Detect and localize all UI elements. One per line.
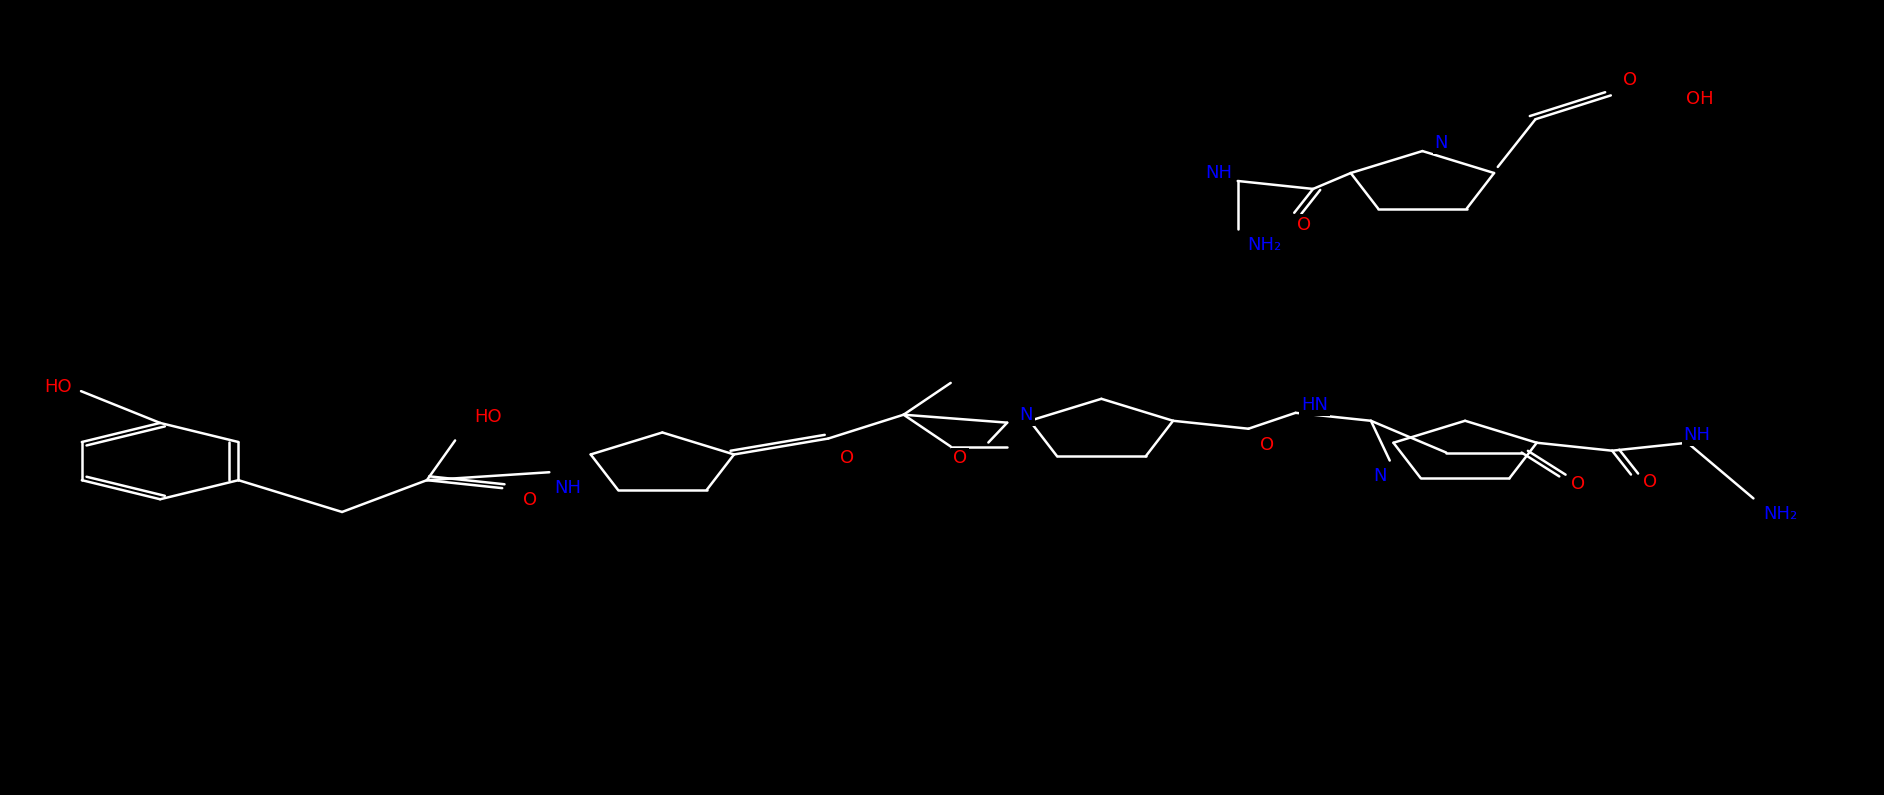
Text: HN: HN <box>1300 396 1328 414</box>
Text: O: O <box>524 491 537 509</box>
Text: O: O <box>953 449 966 467</box>
Text: O: O <box>840 449 853 467</box>
Text: N: N <box>1373 467 1387 486</box>
Text: O: O <box>1260 436 1274 454</box>
Text: NH₂: NH₂ <box>1763 506 1797 523</box>
Text: NH₂: NH₂ <box>1247 235 1281 254</box>
Text: HO: HO <box>475 408 501 425</box>
Text: N: N <box>1434 134 1449 152</box>
Text: OH: OH <box>1686 91 1714 108</box>
Text: O: O <box>1296 215 1311 234</box>
Text: O: O <box>1643 474 1656 491</box>
Text: O: O <box>1622 71 1637 88</box>
Text: HO: HO <box>43 378 72 396</box>
Text: N: N <box>1019 405 1032 424</box>
Text: NH: NH <box>1206 164 1232 182</box>
Text: NH: NH <box>554 479 582 497</box>
Text: O: O <box>1571 475 1584 494</box>
Text: NH: NH <box>1684 426 1711 444</box>
